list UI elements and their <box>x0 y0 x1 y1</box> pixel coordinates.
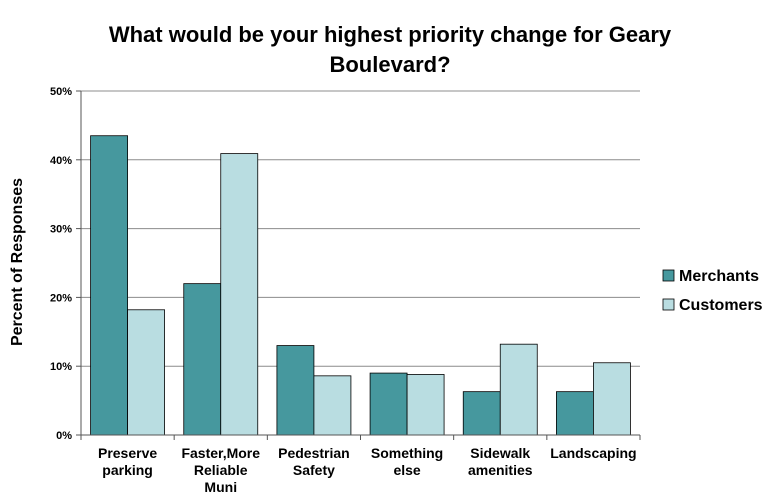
x-category-label-line: amenities <box>468 462 533 478</box>
chart-title-line: What would be your highest priority chan… <box>109 22 672 47</box>
y-tick-label: 20% <box>50 292 72 304</box>
chart-title: What would be your highest priority chan… <box>109 22 672 77</box>
x-category-label-line: Something <box>371 445 443 461</box>
y-tick-label: 0% <box>56 430 72 442</box>
y-tick-label: 50% <box>50 86 72 98</box>
bar-customers <box>593 362 631 436</box>
chart-title-line: Boulevard? <box>329 52 450 77</box>
y-tick-label: 30% <box>50 224 72 236</box>
x-category-label-line: parking <box>102 462 153 478</box>
y-tick-label: 10% <box>50 361 72 373</box>
x-category-label: Faster,More Reliable Muni <box>181 445 260 495</box>
bar-customers <box>127 309 165 436</box>
axes <box>80 91 641 440</box>
x-category-label-line: Muni <box>204 479 237 495</box>
legend: Merchants Customers <box>662 268 763 314</box>
x-category-label-line: Pedestrian <box>278 445 350 461</box>
bar-customers <box>220 153 259 436</box>
legend-label: Customers <box>679 297 763 314</box>
x-category-label-line: Safety <box>293 462 335 478</box>
legend-swatch <box>662 269 675 282</box>
x-category-label-line: Landscaping <box>550 445 636 461</box>
y-axis-ticks: 0% 10% 20% 30% 40% 50% <box>50 86 81 442</box>
bars <box>90 135 631 436</box>
x-category-label-line: Faster,More <box>181 445 260 461</box>
bar-merchants <box>90 135 128 436</box>
gridlines <box>81 90 640 367</box>
x-category-label-line: Sidewalk <box>470 445 530 461</box>
legend-swatch <box>662 298 675 311</box>
x-category-label-line: Reliable <box>194 462 248 478</box>
x-category-label: Something else <box>371 445 443 478</box>
x-category-label-line: Preserve <box>98 445 157 461</box>
x-axis-categories: Preserve parking Faster,More Reliable Muni Pe… <box>98 445 637 495</box>
bar-merchants <box>276 345 315 436</box>
x-category-label-line: else <box>393 462 420 478</box>
x-category-label: Sidewalk amenities <box>468 445 533 478</box>
y-tick-label: 40% <box>50 155 72 167</box>
x-category-label: Landscaping <box>550 445 636 461</box>
bar-merchants <box>462 391 501 436</box>
bar-merchants <box>369 372 408 436</box>
x-category-label: Pedestrian Safety <box>278 445 350 478</box>
bar-customers <box>406 374 445 436</box>
x-category-label: Preserve parking <box>98 445 157 478</box>
bar-customers <box>313 375 352 436</box>
bar-merchants <box>556 391 594 436</box>
bar-merchants <box>183 283 222 436</box>
bar-customers <box>499 343 538 436</box>
legend-label: Merchants <box>679 268 759 285</box>
y-axis-label: Percent of Responses <box>9 178 26 346</box>
